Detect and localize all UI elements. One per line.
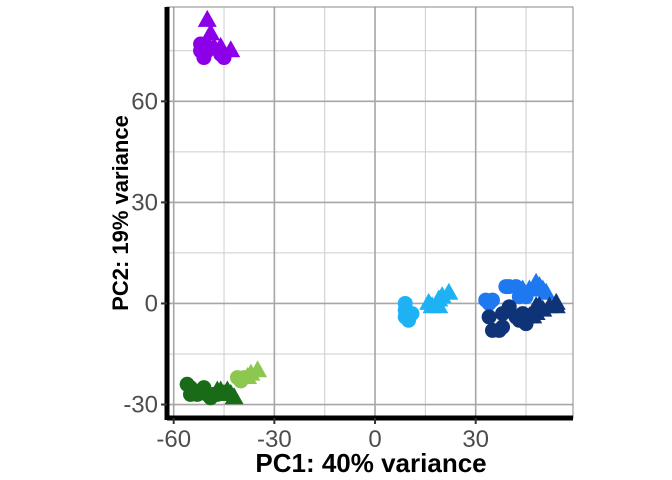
x-tick-label: -60 bbox=[156, 426, 191, 453]
y-tick-label: 60 bbox=[131, 88, 158, 115]
data-point-triangle bbox=[221, 40, 241, 58]
data-point-triangle bbox=[439, 282, 459, 300]
x-tick-label: 0 bbox=[368, 426, 381, 453]
data-point-circle bbox=[481, 309, 497, 325]
data-point-triangle bbox=[211, 36, 231, 54]
data-point-triangle bbox=[197, 9, 217, 27]
tick-labels: -60 -30 0 30 -30 0 30 60 bbox=[123, 88, 489, 453]
data-point-triangle bbox=[224, 387, 244, 405]
data-points bbox=[179, 9, 566, 406]
data-point-triangle bbox=[546, 296, 566, 314]
axis-ticks bbox=[161, 100, 477, 424]
data-point-circle bbox=[484, 292, 500, 308]
plot-panel bbox=[167, 7, 573, 418]
y-tick-label: -30 bbox=[123, 392, 158, 419]
x-axis-title: PC1: 40% variance bbox=[255, 448, 486, 478]
data-point-circle bbox=[495, 319, 511, 335]
data-point-triangle bbox=[248, 360, 268, 378]
data-point-circle bbox=[404, 306, 420, 322]
y-tick-label: 30 bbox=[131, 189, 158, 216]
grid-major bbox=[167, 7, 573, 418]
y-axis-title: PC2: 19% variance bbox=[108, 115, 133, 311]
y-tick-label: 0 bbox=[145, 290, 158, 317]
data-point-triangle bbox=[536, 282, 556, 300]
x-tick-label: -30 bbox=[257, 426, 292, 453]
x-tick-label: 30 bbox=[462, 426, 489, 453]
